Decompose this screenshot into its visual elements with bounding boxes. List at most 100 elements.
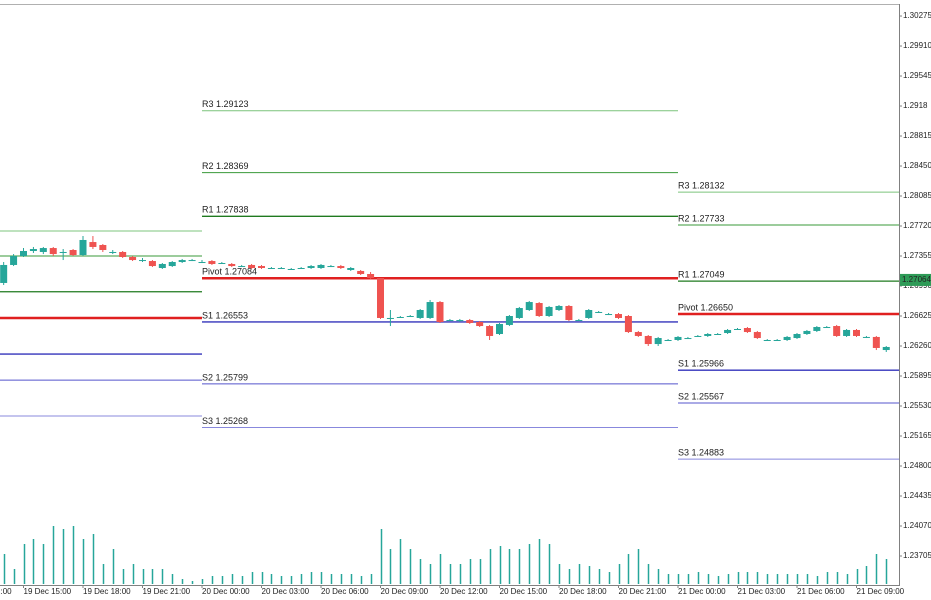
- y-tick-label: 1.29910: [903, 41, 931, 50]
- x-tick-label: 21 Dec 03:00: [738, 587, 786, 596]
- candle-body: [605, 314, 613, 316]
- candle-body: [525, 302, 533, 311]
- pivot-label: S3 1.24883: [678, 448, 724, 458]
- pivot-label: R3 1.28132: [678, 181, 725, 191]
- y-tick-label: 1.25165: [903, 431, 931, 440]
- candle-body: [882, 346, 890, 351]
- candle-body: [396, 316, 404, 318]
- pivot-label: Pivot 1.26650: [678, 302, 733, 312]
- pivot-label: S2 1.25567: [678, 391, 724, 401]
- candle-body: [624, 316, 632, 333]
- candle-body: [496, 323, 503, 335]
- candle-body: [565, 305, 573, 321]
- candle-body: [793, 334, 801, 339]
- candle-body: [753, 332, 761, 339]
- candle-body: [228, 263, 236, 267]
- candle-body: [258, 266, 265, 269]
- candle-body: [119, 251, 127, 257]
- candle-body: [486, 326, 494, 336]
- candle-body: [763, 340, 771, 342]
- x-tick-label: 20 Dec 21:00: [619, 587, 667, 596]
- candle-body: [337, 266, 345, 269]
- candle-body: [307, 266, 315, 269]
- candle-body: [218, 262, 226, 264]
- candle-body: [129, 256, 137, 261]
- candle-body: [248, 264, 256, 269]
- candle-body: [783, 336, 791, 341]
- y-tick-label: 1.30275: [903, 11, 931, 20]
- candle-body: [872, 336, 880, 348]
- candle-body: [386, 317, 394, 319]
- candle-body: [833, 326, 841, 336]
- candle-body: [466, 320, 474, 323]
- pivot-label: R1 1.27049: [678, 270, 725, 280]
- candle-body: [456, 320, 464, 322]
- candle-body: [505, 316, 513, 325]
- x-tick-label: 20 Dec 06:00: [321, 587, 369, 596]
- pivot-label: S2 1.25799: [202, 372, 248, 382]
- x-tick-label: 20 Dec 12:00: [440, 587, 488, 596]
- candle-body: [545, 306, 553, 317]
- y-tick-label: 1.24435: [903, 491, 931, 500]
- x-tick-label: 20 Dec 00:00: [202, 587, 250, 596]
- candle-body: [743, 328, 751, 333]
- candle-body: [714, 334, 722, 336]
- x-tick-label: 19 Dec 12:00: [0, 587, 12, 596]
- candle-body: [426, 302, 434, 318]
- candle-body: [704, 334, 712, 336]
- plot-layer: R3 1.29123 R2 1.28369 R1 1.27838 Pivot 1.27…: [0, 99, 899, 584]
- candle-body: [158, 263, 166, 269]
- candle-body: [664, 340, 672, 342]
- y-tick-label: 1.25530: [903, 401, 931, 410]
- candle-body: [178, 260, 186, 263]
- candle-body: [654, 338, 662, 345]
- candle-body: [327, 266, 335, 268]
- candle-body: [615, 314, 622, 318]
- y-tick-label: 1.28815: [903, 131, 931, 140]
- y-tick-label: 1.24070: [903, 521, 931, 530]
- x-tick-label: 20 Dec 18:00: [559, 587, 607, 596]
- x-tick-label: 21 Dec 00:00: [678, 587, 726, 596]
- x-tick-label: 20 Dec 03:00: [262, 587, 310, 596]
- y-tick-label: 1.24800: [903, 461, 931, 470]
- candle-body: [734, 328, 741, 330]
- candle-body: [357, 270, 365, 275]
- pivot-label: R2 1.27733: [678, 213, 725, 223]
- y-tick-label: 1.27355: [903, 251, 931, 260]
- candle-body: [843, 329, 851, 336]
- pivot-label: S1 1.26553: [202, 310, 248, 320]
- candle-body: [139, 260, 146, 262]
- candle-body: [823, 327, 831, 329]
- candle-body: [803, 330, 811, 335]
- candle-body: [208, 261, 216, 264]
- current-price-label: 1.27064: [902, 275, 931, 284]
- x-tick-label: 21 Dec 06:00: [797, 587, 845, 596]
- candle-body: [168, 262, 176, 267]
- y-tick-label: 1.2918: [903, 101, 928, 110]
- candle-body: [287, 268, 295, 270]
- x-tick-label: 19 Dec 21:00: [143, 587, 191, 596]
- y-tick-label: 1.29545: [903, 71, 931, 80]
- candle-body: [367, 274, 375, 279]
- candle-body: [446, 320, 454, 322]
- candle-body: [317, 264, 325, 269]
- candle-body: [515, 308, 523, 318]
- y-tick-label: 1.26625: [903, 311, 931, 320]
- candle-body: [575, 320, 583, 322]
- pivot-label: S3 1.25268: [202, 416, 248, 426]
- candle-body: [644, 335, 652, 345]
- candle-body: [476, 322, 484, 327]
- candle-body: [29, 249, 37, 251]
- x-tick-label: 19 Dec 15:00: [24, 587, 72, 596]
- candle-body: [377, 278, 384, 318]
- x-tick-label: 20 Dec 09:00: [381, 587, 429, 596]
- candle-body: [49, 248, 57, 255]
- candle-body: [406, 316, 414, 318]
- candle-body: [238, 266, 246, 268]
- pivot-label: R3 1.29123: [202, 99, 249, 109]
- candle-body: [585, 310, 593, 318]
- candle-body: [813, 327, 821, 331]
- candle-body: [694, 335, 702, 337]
